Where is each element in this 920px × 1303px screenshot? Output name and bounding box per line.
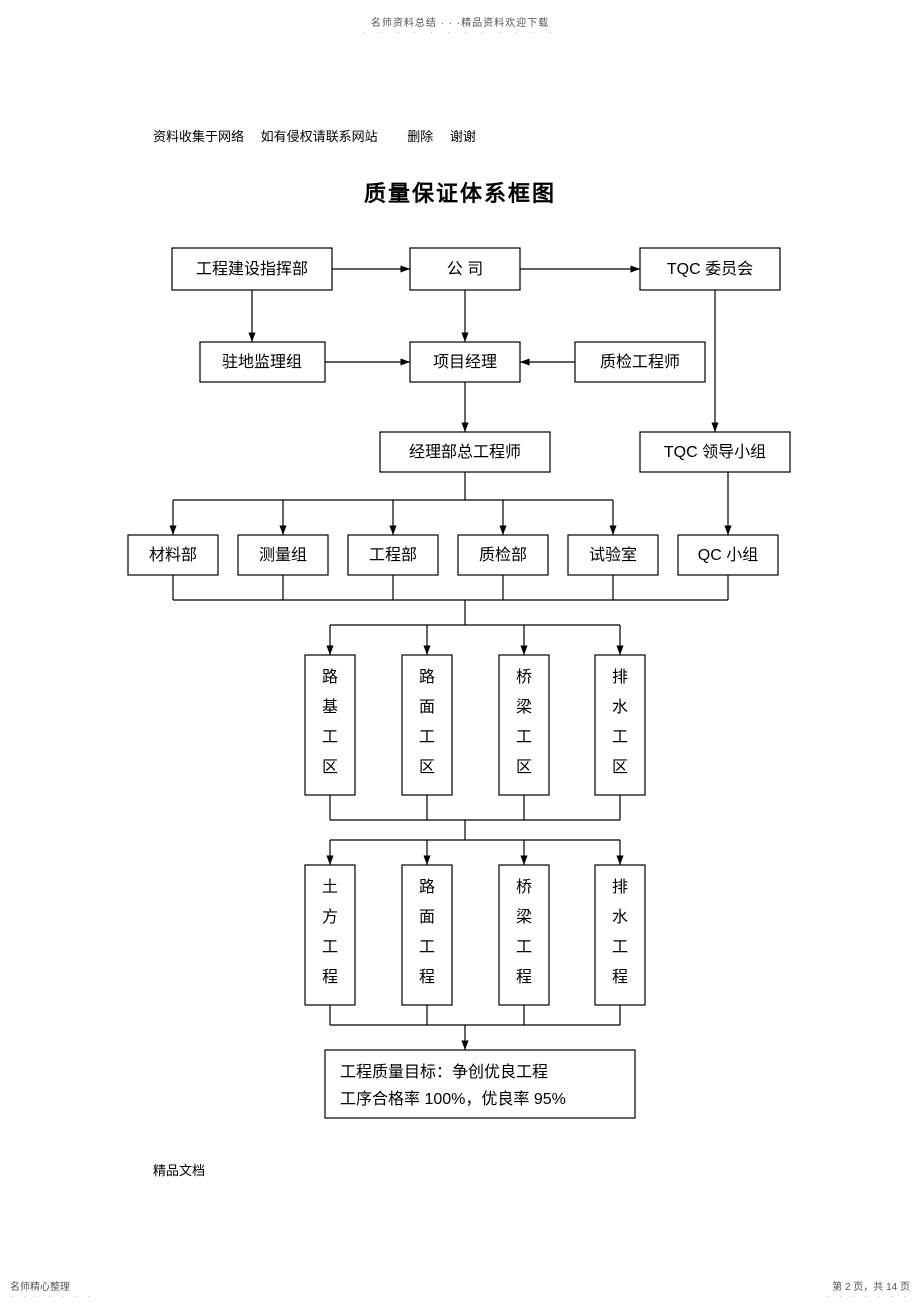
node-tqc-committee-label: TQC 委员会 xyxy=(667,260,753,278)
footer-right: 第 2 页，共 14 页 xyxy=(832,1278,910,1293)
svg-text:桥: 桥 xyxy=(516,668,532,686)
svg-text:梁: 梁 xyxy=(516,698,532,716)
svg-text:工: 工 xyxy=(419,939,435,956)
svg-text:水: 水 xyxy=(612,698,628,716)
footer-left-dots: · · · · · · · xyxy=(10,1292,94,1301)
svg-text:工: 工 xyxy=(612,939,628,956)
svg-text:基: 基 xyxy=(322,698,338,716)
node-engdept-label: 工程部 xyxy=(369,546,417,564)
svg-text:程: 程 xyxy=(612,968,628,986)
svg-text:区: 区 xyxy=(419,759,435,776)
svg-text:工: 工 xyxy=(322,939,338,956)
node-hq-label: 工程建设指挥部 xyxy=(196,260,308,278)
svg-text:工: 工 xyxy=(612,729,628,746)
flowchart-svg: 工程建设指挥部 公 司 TQC 委员会 驻地监理组 项目经理 质检工程师 经理部… xyxy=(0,0,920,1303)
svg-text:方: 方 xyxy=(322,908,338,926)
svg-text:程: 程 xyxy=(516,968,532,986)
footer-doc: 精品文档 xyxy=(153,1160,205,1179)
svg-text:面: 面 xyxy=(419,909,435,926)
node-qeng-label: 质检工程师 xyxy=(600,353,680,371)
svg-text:排: 排 xyxy=(612,878,628,896)
svg-text:排: 排 xyxy=(612,668,628,686)
node-lab-label: 试验室 xyxy=(589,546,637,564)
svg-text:路: 路 xyxy=(419,668,435,686)
svg-text:程: 程 xyxy=(322,968,338,986)
svg-text:区: 区 xyxy=(612,759,628,776)
node-pm-label: 项目经理 xyxy=(433,353,497,371)
svg-text:路: 路 xyxy=(419,878,435,896)
svg-text:面: 面 xyxy=(419,699,435,716)
footer-left: 名师精心整理 xyxy=(10,1278,70,1293)
goal-line1: 工程质量目标：争创优良工程 xyxy=(340,1063,548,1081)
svg-text:工: 工 xyxy=(419,729,435,746)
footer-right-dots: · · · · · · · xyxy=(826,1292,910,1301)
node-tqc-lead-label: TQC 领导小组 xyxy=(664,443,766,461)
svg-text:路: 路 xyxy=(322,668,338,686)
svg-text:梁: 梁 xyxy=(516,908,532,926)
svg-text:区: 区 xyxy=(322,759,338,776)
node-chief-label: 经理部总工程师 xyxy=(409,443,521,461)
node-material-label: 材料部 xyxy=(149,546,197,564)
svg-text:区: 区 xyxy=(516,759,532,776)
node-qcdept-label: 质检部 xyxy=(479,546,527,564)
goal-line2: 工序合格率 100%，优良率 95% xyxy=(340,1090,566,1108)
svg-text:工: 工 xyxy=(516,729,532,746)
node-qcgroup-label: QC 小组 xyxy=(698,546,758,564)
page: 名师资料总结 · · ·精品资料欢迎下载 · · · · · · · · · ·… xyxy=(0,0,920,1303)
svg-text:土: 土 xyxy=(322,878,338,896)
svg-text:水: 水 xyxy=(612,908,628,926)
svg-text:桥: 桥 xyxy=(516,878,532,896)
node-supervise-label: 驻地监理组 xyxy=(222,353,302,371)
node-company-label: 公 司 xyxy=(447,261,483,278)
svg-text:程: 程 xyxy=(419,968,435,986)
svg-text:工: 工 xyxy=(516,939,532,956)
node-survey-label: 测量组 xyxy=(259,546,307,564)
svg-text:工: 工 xyxy=(322,729,338,746)
